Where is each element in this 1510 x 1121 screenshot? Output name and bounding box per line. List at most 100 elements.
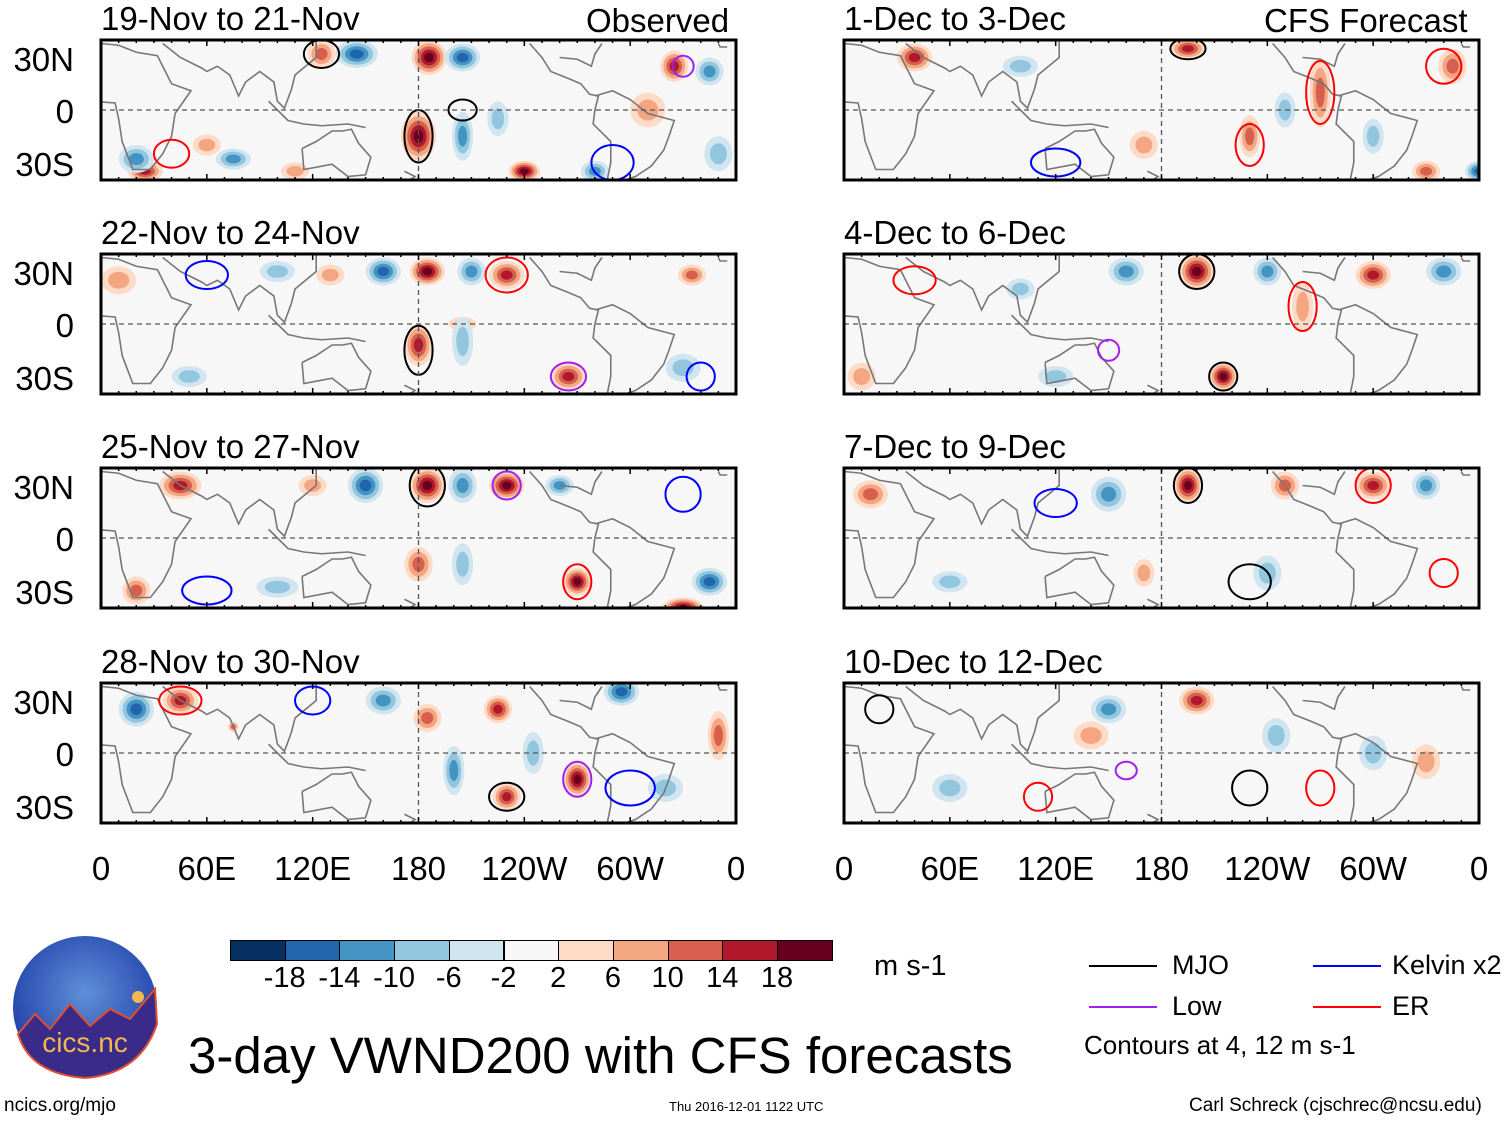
coastline [559,471,603,496]
coastline [905,254,1060,324]
footer-url[interactable]: ncics.org/mjo [4,1095,116,1116]
negative-anomaly [130,703,143,716]
negative-anomaly [1009,59,1031,73]
colorbar-label: 14 [706,962,739,994]
positive-anomaly [1417,751,1435,773]
colorbar-label: 10 [651,962,684,994]
positive-anomaly [198,138,216,152]
contour-er [1022,781,1054,812]
negative-anomaly [349,49,364,59]
colorbar-label: -18 [263,962,306,994]
coastline [268,528,366,557]
panel-frame [842,252,1481,396]
positive-anomaly [669,61,679,72]
negative-anomaly [709,143,727,165]
coastline [1460,471,1471,476]
positive-anomaly [573,577,582,586]
negative-anomaly [1366,125,1380,147]
lon-label: 0 [91,850,111,887]
negative-anomaly [703,65,716,78]
negative-anomaly [703,577,716,587]
panel-title: 4-Dec to 6-Dec [844,214,1066,251]
lon-label: 180 [1133,850,1190,887]
coastline [1302,257,1346,282]
positive-anomaly [286,166,304,177]
coastline [162,254,317,324]
contour-er [1287,281,1318,332]
map-panel [99,38,738,182]
positive-anomaly [424,52,434,63]
coastline [717,257,728,262]
positive-anomaly [422,480,433,491]
map-panel [99,466,738,610]
negative-anomaly [1101,703,1117,716]
map-panel [842,252,1481,396]
contour-er [892,265,937,296]
coastline [1460,686,1471,691]
positive-anomaly [1135,136,1153,154]
contour-er [1305,769,1336,807]
lat-label: 30N [13,254,74,292]
coastline [268,100,366,129]
negative-anomaly [1261,265,1274,278]
lon-label: 120W [1224,850,1311,887]
positive-anomaly [108,271,130,289]
coastline [529,685,612,823]
coastline [1460,257,1471,262]
positive-anomaly [493,704,503,714]
coastline [594,517,676,608]
coastline [1460,43,1471,48]
cics-logo: cics.nc [13,936,159,1080]
panel-frame [842,38,1481,182]
negative-anomaly [1278,99,1292,121]
negative-anomaly [939,575,961,589]
lon-label: 60E [920,850,980,887]
coastline [1044,556,1115,606]
negative-anomaly [458,125,468,147]
negative-anomaly [456,326,469,357]
lon-label: 0 [726,850,746,887]
coastline [529,470,612,608]
coastline [1011,100,1109,129]
positive-anomaly [1190,695,1203,706]
lat-label: 30S [15,145,74,183]
legend-line-mjo [1089,965,1157,967]
positive-anomaly [685,270,698,280]
positive-anomaly [421,712,434,724]
positive-anomaly [1367,480,1380,491]
negative-anomaly [491,108,505,130]
lon-label: 120W [481,850,568,887]
panel-title: 19-Nov to 21-Nov [101,0,360,37]
lat-label: 0 [55,521,74,558]
coastline [559,43,603,68]
coastline [1272,256,1355,394]
coastline [717,471,728,476]
negative-anomaly [456,478,469,493]
positive-anomaly [412,556,425,572]
colorbar-swatch [722,940,778,961]
contour-mjo [488,781,526,812]
contour-low [1097,338,1121,362]
coastline [101,42,193,171]
colorbar-label: -14 [318,962,361,994]
lat-label: 30N [13,40,74,78]
legend-line-kelvin [1313,965,1381,967]
negative-anomaly [456,551,469,577]
negative-anomaly [553,481,566,490]
contour-mjo [1178,254,1216,290]
cfs-forecast-header: CFS Forecast [1264,2,1468,39]
coastline [1337,89,1419,180]
positive-anomaly [637,99,659,121]
positive-anomaly [713,725,723,746]
lat-label: 30S [15,573,74,611]
positive-anomaly [1315,77,1325,108]
lon-label: 0 [834,850,854,887]
colorbar-swatch [394,940,450,961]
negative-anomaly [456,52,469,63]
colorbar-swatch [448,940,505,961]
colorbar-swatch [284,940,341,961]
panel-frame [842,466,1481,610]
negative-anomaly [377,266,390,277]
contour-er [562,563,593,601]
positive-anomaly [1245,127,1255,146]
